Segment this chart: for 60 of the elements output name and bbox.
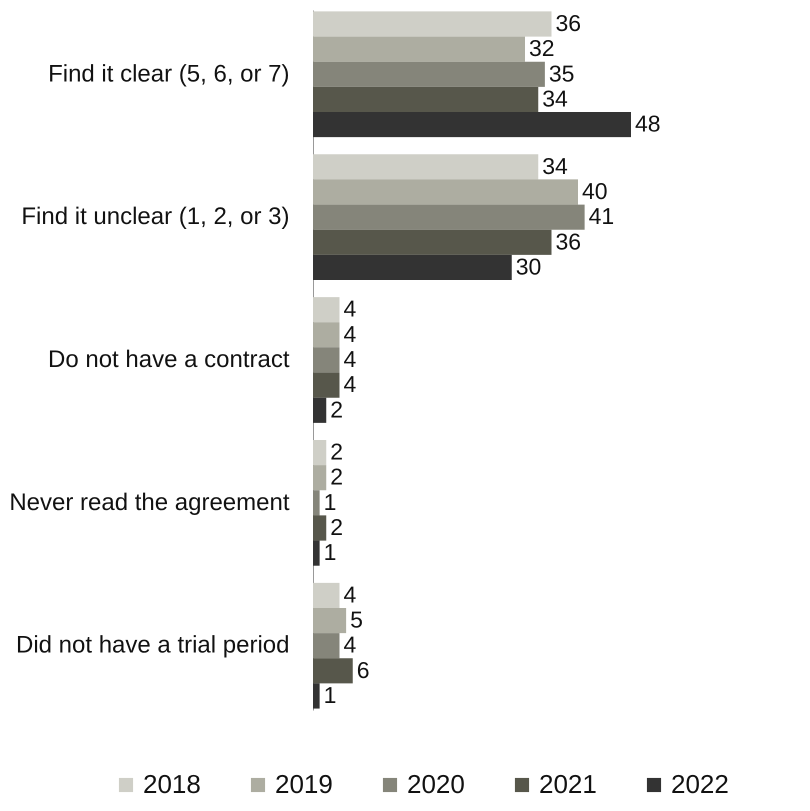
bar	[313, 515, 326, 541]
y-tick-label: Do not have a contract	[48, 346, 290, 373]
y-tick-label: Never read the agreement	[9, 488, 290, 516]
data-label: 6	[356, 656, 370, 683]
data-label: 1	[324, 488, 336, 515]
data-label: 4	[344, 296, 356, 322]
data-label: 4	[344, 632, 356, 658]
bar	[313, 322, 340, 348]
data-label: 41	[588, 203, 614, 230]
bar	[313, 440, 326, 466]
legend-label: 2021	[539, 769, 597, 799]
data-label: 34	[542, 152, 568, 179]
y-tick-label: Find it clear (5, 6, or 7)	[48, 60, 290, 88]
data-label: 36	[556, 228, 582, 254]
y-tick-label: Did not have a trial period	[16, 632, 290, 659]
bar	[313, 465, 326, 490]
bar	[313, 582, 340, 608]
data-label: 35	[548, 60, 574, 86]
bar	[313, 36, 525, 62]
bar	[313, 112, 631, 138]
data-label: 32	[529, 35, 555, 62]
data-label: 4	[344, 371, 356, 398]
bar	[313, 254, 512, 280]
data-label: 40	[582, 178, 608, 204]
data-label: 5	[350, 606, 363, 633]
bar	[313, 154, 538, 180]
bar	[313, 297, 340, 322]
bar	[313, 204, 585, 230]
bar	[313, 11, 552, 37]
bar	[313, 230, 552, 255]
data-label: 2	[330, 396, 344, 422]
legend-label: 2022	[671, 769, 729, 799]
bar	[313, 540, 320, 566]
bar	[313, 86, 538, 112]
data-label: 2	[330, 464, 344, 490]
bar	[313, 347, 340, 373]
data-label: 1	[324, 682, 336, 708]
data-label: 48	[635, 110, 661, 137]
bar	[313, 372, 340, 398]
bar	[313, 398, 326, 423]
data-label: 34	[542, 85, 568, 112]
data-label: 36	[556, 10, 582, 36]
bar	[313, 490, 320, 516]
data-label: 4	[344, 581, 356, 608]
legend-label: 2019	[275, 769, 333, 799]
bar	[313, 633, 340, 658]
bar	[313, 658, 353, 684]
data-label: 2	[330, 514, 344, 540]
data-label: 2	[330, 438, 344, 465]
bar	[313, 683, 320, 709]
data-label: 30	[516, 253, 542, 280]
data-label: 1	[324, 539, 336, 566]
y-tick-label: Find it unclear (1, 2, or 3)	[21, 203, 290, 230]
legend-label: 2018	[143, 769, 201, 799]
legend-label: 2020	[407, 769, 465, 799]
data-label: 4	[344, 320, 356, 347]
data-label: 4	[344, 346, 356, 372]
bar	[313, 608, 346, 634]
bar	[313, 179, 578, 205]
bar	[313, 62, 545, 87]
